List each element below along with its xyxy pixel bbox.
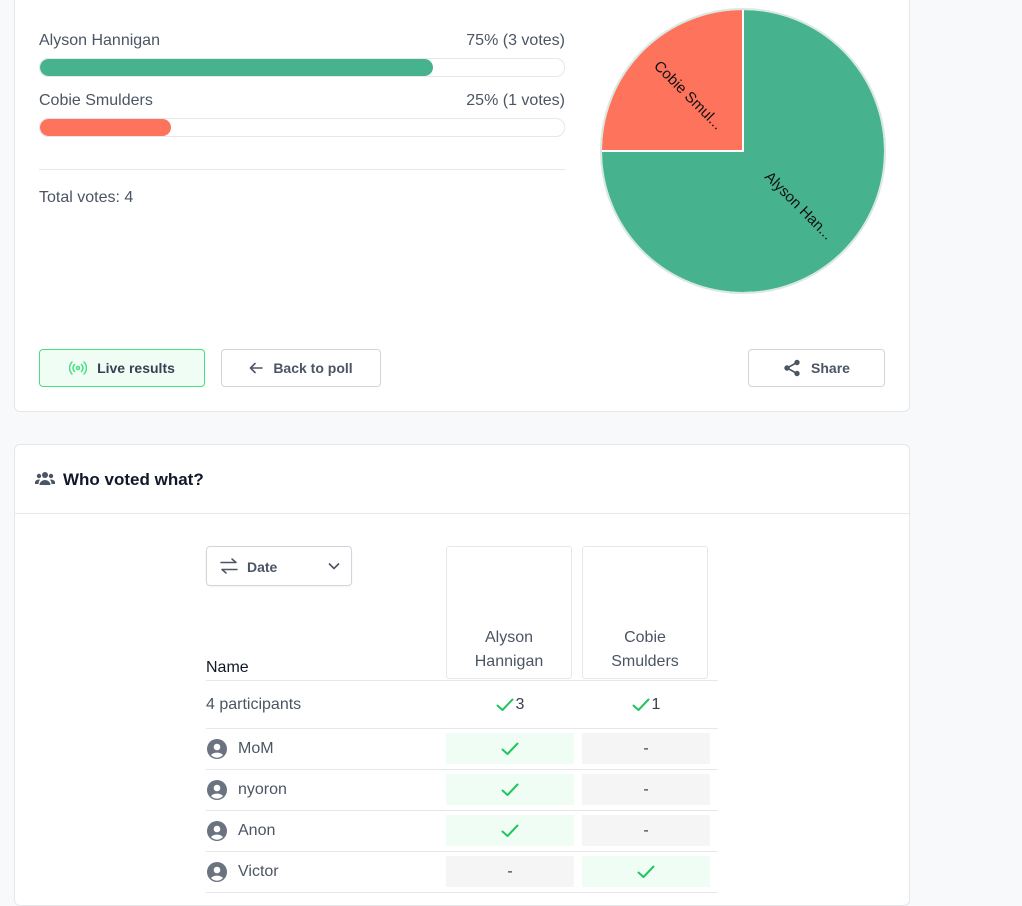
voters-title: Who voted what? [63,470,204,489]
divider [206,728,718,729]
vote-yes [446,774,574,805]
voter-name: nyoron [238,781,287,798]
vote-count: 1 [582,689,710,720]
no-vote: - [643,780,649,798]
divider [15,513,909,514]
user-icon [207,739,227,759]
check-icon [501,824,519,837]
check-path [632,698,650,711]
page: Alyson Han... Cobie Smul... Total votes: … [14,0,910,906]
divider [206,810,718,811]
divider [39,169,565,170]
option-name: Cobie Smulders [39,92,153,109]
name-header: Name [206,659,249,676]
bar [40,119,171,136]
user-head [213,825,221,833]
divider [206,892,718,893]
check-path [496,698,514,711]
check-icon [501,742,519,755]
user-body [211,793,223,799]
vote-no: - [582,733,710,764]
option-result: 75% (3 votes) [466,32,565,49]
users-icon [35,472,55,485]
voter-name: MoM [238,740,274,757]
voter-name: Victor [238,863,279,880]
pie-chart: Alyson Han...Cobie Smul... [599,7,886,294]
column-header: Cobie Smulders [582,546,708,679]
divider [206,769,718,770]
user-body [211,834,223,840]
button-label: Share [811,360,850,376]
no-vote: - [643,821,649,839]
pie-outline [600,8,886,294]
bar-track [39,58,565,77]
back-button[interactable]: Back to poll [221,349,381,387]
user-head [213,743,221,751]
sort-select[interactable]: Date [206,546,352,586]
button-label: Back to poll [273,360,353,376]
live-icon [69,361,88,375]
share-button[interactable]: Share [748,349,885,387]
voter-name: Anon [238,822,276,839]
participants: 4 participants [206,696,302,713]
live-results-button[interactable]: Live results [39,349,205,387]
check-path [637,865,655,878]
vote-no: - [582,774,710,805]
vote-yes [446,733,574,764]
sort-icon [220,558,238,574]
bar [40,59,433,76]
user-icon [207,821,227,841]
user-icon [207,780,227,800]
vote-no: - [582,815,710,846]
user-icon [207,862,227,882]
button-label: Live results [97,360,175,376]
total-votes: Total votes: 4 [39,189,134,206]
check-icon [632,698,650,711]
check-path [501,824,519,837]
divider [206,680,718,681]
column-header: Alyson Hannigan [446,546,572,679]
option-result: 25% (1 votes) [466,92,565,109]
count: 1 [651,695,661,713]
vote-no: - [446,856,574,887]
vote-yes [446,815,574,846]
sort-label: Date [247,559,278,575]
check-path [501,783,519,796]
count: 3 [515,695,525,713]
arrow-icon [249,362,264,374]
user-head [213,866,221,874]
share-icon [784,359,800,377]
check-icon [496,698,514,711]
check-path [501,742,519,755]
no-vote: - [643,739,649,757]
check-icon [637,865,655,878]
vote-count: 3 [446,689,574,720]
option-name: Alyson Hannigan [39,32,160,49]
chevron-icon [328,562,340,570]
user-body [211,752,223,758]
vote-yes [582,856,710,887]
bar-track [39,118,565,137]
no-vote: - [507,862,513,880]
check-icon [501,783,519,796]
user-head [213,784,221,792]
divider [206,851,718,852]
